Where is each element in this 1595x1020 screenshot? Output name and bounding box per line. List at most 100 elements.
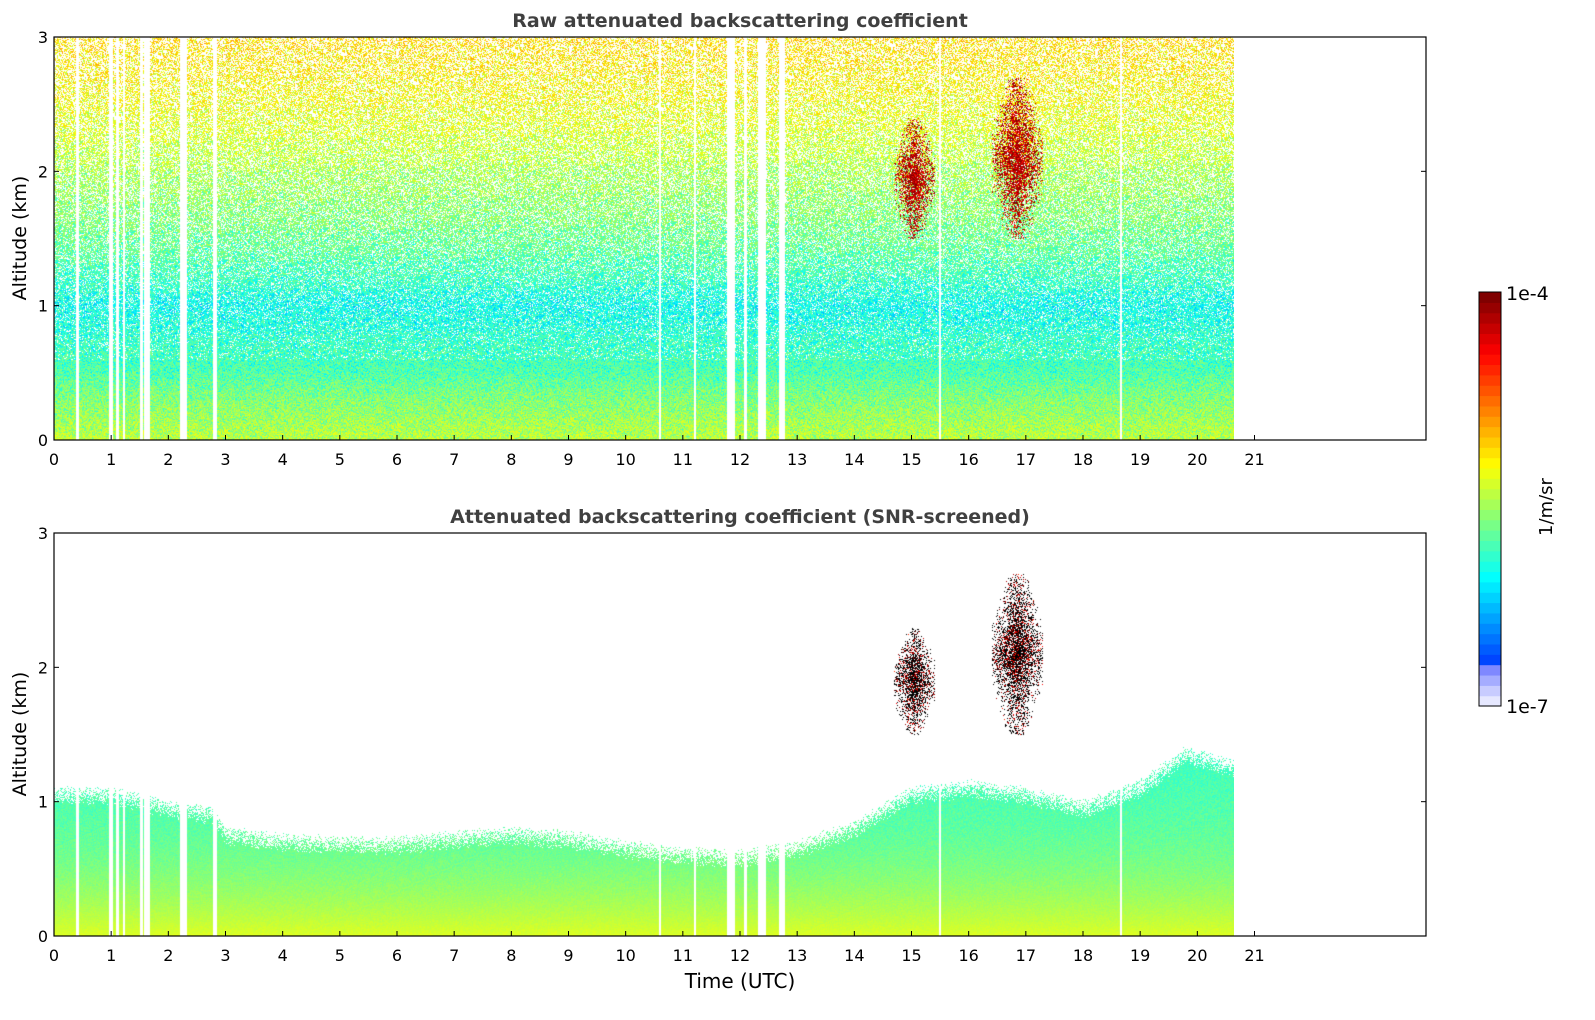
x-axis: 0 1 2 3 4 5 6 7 8 9 10 11 12 13 14 15 16 17 18 19 20 21 — [49, 435, 1265, 469]
x-axis: 0 1 2 3 4 5 6 7 8 9 10 11 12 13 14 15 16 17 18 19 20 21 — [49, 931, 1265, 965]
colorbar-step — [1479, 405, 1501, 417]
x-axis-label: Time (UTC) — [684, 969, 796, 993]
colorbar-frame — [1478, 291, 1502, 707]
colorbar-step — [1479, 302, 1501, 314]
x-tick-label: 16 — [958, 450, 978, 469]
x-tick-label: 2 — [163, 946, 173, 965]
colorbar-step — [1479, 664, 1501, 676]
colorbar-step — [1479, 447, 1501, 459]
colorbar-step — [1479, 571, 1501, 583]
x-tick-label: 21 — [1244, 450, 1264, 469]
x-tick-label: 21 — [1244, 946, 1264, 965]
x-tick-label: 2 — [163, 450, 173, 469]
colorbar-step — [1479, 499, 1501, 510]
colorbar-step — [1479, 695, 1501, 707]
y-tick-label: 3 — [38, 28, 48, 47]
y-axis: 0 1 2 3 — [38, 28, 1426, 450]
x-tick-label: 13 — [787, 946, 807, 965]
x-tick-label: 20 — [1187, 946, 1207, 965]
panel-raw-backscatter: Raw attenuated backscattering coefficien… — [9, 10, 1427, 469]
x-tick-label: 15 — [901, 450, 921, 469]
x-tick-label: 4 — [278, 450, 288, 469]
x-tick-label: 7 — [449, 450, 459, 469]
x-tick-label: 19 — [1130, 946, 1150, 965]
colorbar-step — [1479, 509, 1501, 521]
x-tick-label: 9 — [563, 450, 573, 469]
y-tick-label: 0 — [38, 927, 48, 946]
x-tick-label: 12 — [730, 450, 750, 469]
heatmap-image — [54, 533, 1234, 936]
colorbar-step — [1479, 343, 1501, 355]
x-tick-label: 1 — [106, 946, 116, 965]
x-tick-label: 10 — [615, 450, 635, 469]
x-tick-label: 8 — [506, 450, 516, 469]
colorbar-step — [1479, 457, 1501, 469]
x-tick-label: 4 — [278, 946, 288, 965]
x-tick-label: 20 — [1187, 450, 1207, 469]
x-tick-label: 3 — [220, 450, 230, 469]
heatmap-raster — [54, 37, 1234, 440]
colorbar-step — [1479, 643, 1501, 655]
colorbar-step — [1479, 612, 1501, 624]
y-tick-label: 0 — [38, 431, 48, 450]
x-tick-label: 17 — [1016, 946, 1036, 965]
x-tick-label: 6 — [392, 450, 402, 469]
colorbar-step — [1479, 292, 1501, 303]
colorbar-step — [1479, 674, 1501, 686]
x-tick-label: 15 — [901, 946, 921, 965]
x-tick-label: 10 — [615, 946, 635, 965]
colorbar-step — [1479, 488, 1501, 500]
colorbar-step — [1479, 312, 1501, 324]
x-tick-label: 9 — [563, 946, 573, 965]
colorbar-step — [1479, 333, 1501, 345]
colorbar-step — [1479, 530, 1501, 541]
y-tick-label: 2 — [38, 162, 48, 181]
y-tick-label: 1 — [38, 793, 48, 812]
x-tick-label: 3 — [220, 946, 230, 965]
x-tick-label: 11 — [673, 946, 693, 965]
x-tick-label: 7 — [449, 946, 459, 965]
x-tick-label: 5 — [335, 450, 345, 469]
heatmap-raster — [54, 533, 1234, 936]
colorbar-step — [1479, 581, 1501, 593]
colorbar-step — [1479, 395, 1501, 407]
panel-title: Raw attenuated backscattering coefficien… — [512, 10, 968, 32]
heatmap-image — [54, 37, 1234, 440]
y-tick-label: 1 — [38, 297, 48, 316]
colorbar-step — [1479, 426, 1501, 438]
colorbar-unit-label: 1/m/sr — [1536, 477, 1557, 535]
colorbar-step — [1479, 540, 1501, 552]
colorbar-step — [1479, 385, 1501, 397]
colorbar-step — [1479, 467, 1501, 479]
x-tick-label: 18 — [1073, 946, 1093, 965]
y-tick-label: 2 — [38, 658, 48, 677]
colorbar-step — [1479, 654, 1501, 666]
x-tick-label: 14 — [844, 946, 864, 965]
colorbar-step — [1479, 323, 1501, 334]
x-tick-label: 1 — [106, 450, 116, 469]
x-tick-label: 19 — [1130, 450, 1150, 469]
x-tick-label: 5 — [335, 946, 345, 965]
y-tick-label: 3 — [38, 524, 48, 543]
x-tick-label: 13 — [787, 450, 807, 469]
colorbar-step — [1479, 561, 1501, 573]
x-tick-label: 14 — [844, 450, 864, 469]
x-tick-label: 17 — [1016, 450, 1036, 469]
colorbar-step — [1479, 374, 1501, 386]
colorbar-step — [1479, 416, 1501, 428]
colorbar-max-label: 1e-4 — [1506, 283, 1549, 305]
x-tick-label: 18 — [1073, 450, 1093, 469]
y-axis-label: Altitude (km) — [9, 176, 31, 301]
colorbar-step — [1479, 436, 1501, 448]
x-tick-label: 0 — [49, 946, 59, 965]
colorbar-step — [1479, 633, 1501, 645]
x-tick-label: 11 — [673, 450, 693, 469]
y-axis-label: Altitude (km) — [9, 672, 31, 797]
colorbar-step — [1479, 685, 1501, 697]
colorbar-step — [1479, 519, 1501, 531]
colorbar-step — [1479, 550, 1501, 562]
panel-snr-screened-backscatter: Attenuated backscattering coefficient (S… — [9, 506, 1427, 993]
colorbar-min-label: 1e-7 — [1506, 696, 1549, 718]
colorbar-step — [1479, 364, 1501, 376]
